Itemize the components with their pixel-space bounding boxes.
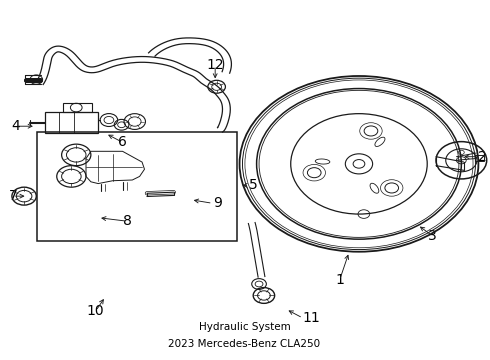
Text: 5: 5 <box>249 178 258 192</box>
Text: 2: 2 <box>478 150 487 164</box>
Text: Hydraulic System: Hydraulic System <box>198 323 290 332</box>
Text: 1: 1 <box>335 273 344 287</box>
Text: 4: 4 <box>11 119 20 133</box>
Text: 6: 6 <box>118 135 127 149</box>
Bar <box>45 112 98 134</box>
Bar <box>63 103 92 112</box>
Text: 3: 3 <box>428 229 437 243</box>
Text: 12: 12 <box>206 58 224 72</box>
Text: 9: 9 <box>213 196 221 210</box>
Text: 7: 7 <box>8 189 17 203</box>
Bar <box>37 132 237 241</box>
Text: 8: 8 <box>123 214 132 228</box>
Text: 11: 11 <box>303 311 320 325</box>
Text: 10: 10 <box>87 304 104 318</box>
Bar <box>475 154 484 161</box>
Text: 2023 Mercedes-Benz CLA250: 2023 Mercedes-Benz CLA250 <box>169 338 320 348</box>
